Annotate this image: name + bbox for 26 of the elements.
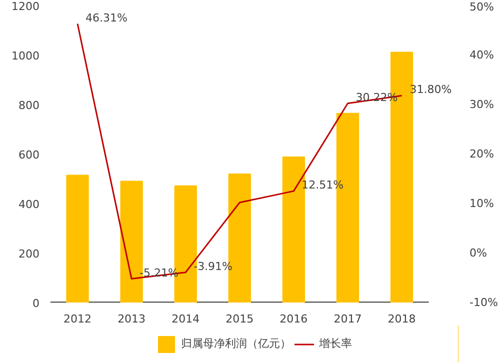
y-tick-label: 1200: [12, 0, 40, 13]
y2-tick-label: 40%: [470, 48, 494, 62]
y-tick-label: 0: [32, 297, 40, 310]
y-tick-label: 800: [18, 99, 40, 112]
y2-tick-label: 30%: [470, 98, 494, 111]
y-tick-label: 400: [18, 198, 40, 211]
y2-tick-label: 50%: [470, 0, 494, 14]
x-tick-label: 2014: [172, 312, 200, 326]
y2-tick-label: 20%: [470, 148, 494, 160]
x-tick-label: 2012: [64, 312, 92, 326]
bar: [66, 174, 89, 302]
y-tick-label: 600: [18, 148, 40, 162]
y2-tick-label: 10%: [470, 197, 494, 210]
y-tick-label: 1000: [12, 50, 40, 62]
x-tick-label: 2016: [280, 312, 308, 326]
legend-label: 增长率: [319, 336, 352, 351]
y2-tick-label: -10%: [470, 296, 498, 309]
x-tick-label: 2013: [118, 312, 146, 326]
y-tick-label: 200: [18, 248, 40, 260]
y2-tick-label: 0%: [470, 246, 487, 260]
line-series: [76, 23, 403, 280]
data-label: 46.31%: [86, 11, 128, 24]
legend-label: 归属母净利润（亿元）: [181, 336, 291, 351]
x-tick-label: 2018: [388, 312, 416, 326]
x-tick-label: 2017: [334, 312, 362, 326]
x-tick-label: 2015: [226, 312, 254, 326]
